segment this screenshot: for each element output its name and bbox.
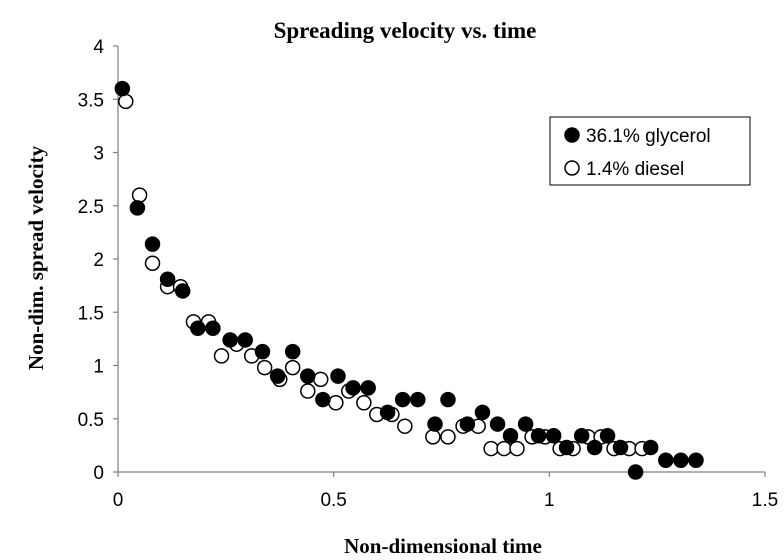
glycerol-point: [558, 439, 575, 456]
glycerol-point: [658, 452, 674, 469]
y-tick-label: 2: [93, 250, 104, 271]
diesel-point: [496, 440, 512, 457]
diesel-point: [425, 429, 441, 445]
diesel-point: [144, 255, 161, 272]
glycerol-point: [410, 391, 426, 408]
y-tick-label: 0: [93, 463, 104, 484]
y-tick-label: 0.5: [78, 410, 104, 431]
chart-title: Spreading velocity vs. time: [274, 18, 537, 43]
glycerol-point: [174, 283, 191, 299]
glycerol-point: [315, 391, 331, 408]
glycerol-point: [545, 428, 562, 444]
glycerol-point: [222, 332, 238, 348]
y-tick-label: 1: [93, 357, 104, 378]
glycerol-point: [114, 80, 131, 97]
glycerol-point: [427, 416, 443, 432]
diesel-point: [118, 93, 134, 110]
diesel-point: [397, 418, 413, 434]
x-axis-title: Non-dimensional time: [344, 534, 542, 558]
diesel-point: [440, 429, 456, 445]
y-tick-label: 2.5: [78, 197, 104, 218]
diesel-point: [300, 383, 316, 399]
diesel-point: [328, 395, 344, 411]
diesel-point: [356, 395, 372, 411]
glycerol-point: [474, 404, 491, 421]
glycerol-point: [459, 416, 476, 432]
glycerol-point: [489, 416, 506, 432]
diesel-point: [213, 348, 230, 364]
y-tick-label: 1.5: [78, 303, 104, 324]
glycerol-point: [573, 428, 590, 444]
diesel-point: [256, 359, 273, 376]
glycerol-point: [205, 320, 221, 336]
glycerol-point: [300, 368, 316, 384]
glycerol-point: [586, 439, 603, 456]
glycerol-point: [284, 343, 301, 360]
glycerol-point: [159, 271, 176, 287]
glycerol-point: [330, 368, 346, 384]
legend-box: [549, 116, 751, 186]
glycerol-point: [642, 439, 659, 456]
glycerol-point: [612, 439, 629, 456]
plot-area: 0 0.5 1 1.5 2 2.5 3 3.5 4 0 0.5 1 1.5: [78, 37, 779, 511]
x-tick-label: 0: [113, 490, 124, 511]
diesel-point: [509, 440, 525, 457]
diesel-point: [312, 371, 329, 388]
glycerol-point: [394, 391, 411, 408]
glycerol-point: [269, 368, 286, 384]
glycerol-point: [502, 428, 519, 444]
y-axis-title: Non-dim. spread velocity: [24, 145, 48, 370]
x-tick-label: 0.5: [320, 490, 346, 511]
diesel-point: [284, 359, 301, 376]
glycerol-point: [440, 391, 456, 408]
glycerol-point: [254, 343, 271, 360]
diesel-point: [131, 187, 148, 203]
glycerol-point: [129, 200, 146, 216]
glycerol-point: [627, 464, 644, 480]
glycerol-point: [517, 416, 534, 432]
y-tick-label: 3: [93, 144, 104, 165]
glycerol-point: [379, 404, 396, 421]
x-tick-label: 1.5: [752, 490, 778, 511]
glycerol-point: [673, 452, 689, 469]
glycerol-point: [190, 320, 206, 336]
glycerol-point: [360, 380, 376, 396]
legend-label-glycerol: 36.1% glycerol: [586, 126, 711, 147]
x-tick-label: 1: [544, 490, 555, 511]
legend-marker-glycerol: [564, 127, 580, 143]
legend: 36.1% glycerol 1.4% diesel: [549, 116, 751, 186]
y-tick-label: 3.5: [78, 90, 104, 111]
y-tick-label: 4: [93, 37, 104, 58]
glycerol-point: [599, 428, 616, 444]
glycerol-point: [530, 428, 547, 444]
legend-marker-diesel: [564, 160, 580, 176]
diesel-point: [483, 440, 499, 457]
glycerol-point: [237, 332, 253, 348]
legend-label-diesel: 1.4% diesel: [586, 159, 684, 180]
glycerol-point: [345, 380, 361, 396]
glycerol-point: [144, 236, 161, 252]
glycerol-point: [688, 452, 704, 469]
